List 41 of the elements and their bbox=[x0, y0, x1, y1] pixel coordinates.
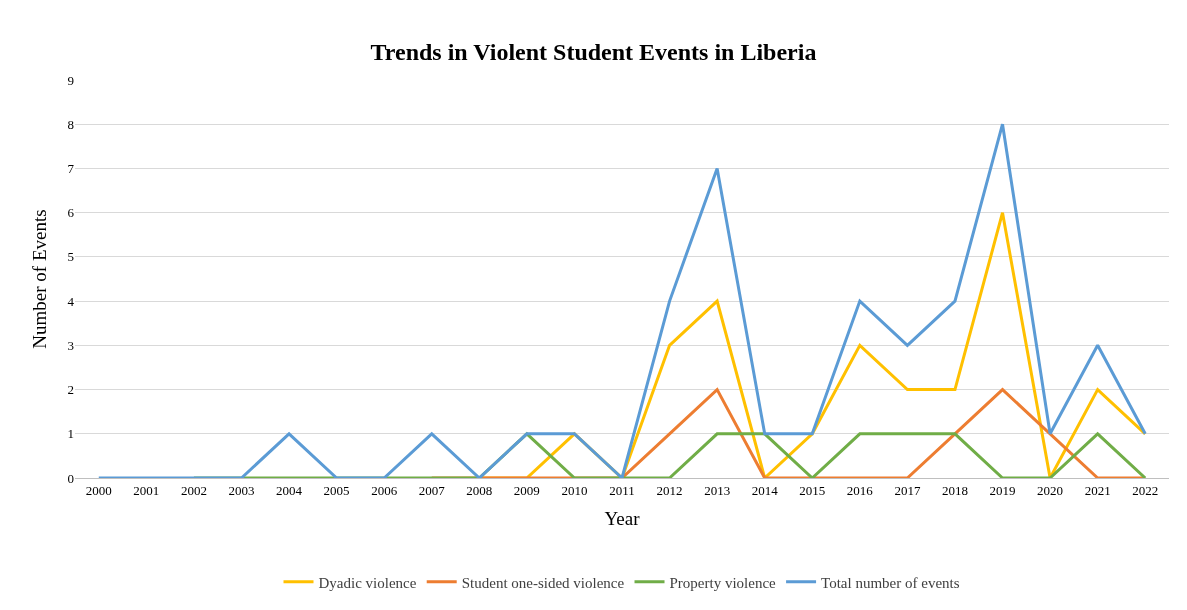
legend-label: Total number of events bbox=[821, 574, 960, 591]
x-tick-label: 2020 bbox=[1037, 482, 1064, 498]
x-tick-label: 2009 bbox=[513, 482, 540, 498]
x-tick-label: 2016 bbox=[846, 482, 874, 498]
x-tick-label: 2010 bbox=[561, 482, 588, 498]
x-axis-title: Year bbox=[604, 508, 641, 530]
x-tick-label: 2011 bbox=[609, 482, 635, 498]
y-tick-label: 9 bbox=[67, 72, 74, 88]
x-tick-label: 2004 bbox=[276, 482, 303, 498]
y-tick-label: 7 bbox=[67, 160, 75, 176]
y-tick-label: 5 bbox=[67, 249, 74, 265]
y-tick-label: 1 bbox=[67, 426, 74, 442]
x-tick-label: 2008 bbox=[466, 482, 493, 498]
x-tick-label: 2014 bbox=[751, 482, 779, 498]
x-tick-label: 2017 bbox=[894, 482, 921, 498]
x-tick-label: 2005 bbox=[323, 482, 350, 498]
x-tick-label: 2012 bbox=[656, 482, 683, 498]
y-tick-label: 2 bbox=[67, 382, 74, 398]
x-tick-label: 2007 bbox=[418, 482, 446, 498]
x-tick-label: 2019 bbox=[989, 482, 1016, 498]
x-tick-label: 2000 bbox=[85, 482, 112, 498]
legend-label: Dyadic violence bbox=[318, 574, 417, 591]
x-tick-label: 2015 bbox=[799, 482, 826, 498]
y-tick-label: 8 bbox=[67, 116, 74, 132]
x-tick-label: 2021 bbox=[1084, 482, 1111, 498]
x-tick-label: 2001 bbox=[133, 482, 160, 498]
y-tick-label: 6 bbox=[67, 205, 75, 221]
legend-label: Student one-sided violence bbox=[461, 574, 625, 591]
x-tick-label: 2022 bbox=[1132, 482, 1159, 498]
y-tick-label: 0 bbox=[67, 470, 74, 486]
chart-title: Trends in Violent Student Events in Liberia bbox=[370, 38, 817, 65]
x-tick-label: 2018 bbox=[941, 482, 968, 498]
x-tick-label: 2013 bbox=[704, 482, 731, 498]
y-tick-label: 4 bbox=[67, 293, 75, 309]
x-tick-label: 2002 bbox=[180, 482, 207, 498]
line-series bbox=[97, 122, 1147, 478]
y-axis-title: Number of Events bbox=[29, 209, 51, 349]
x-tick-label: 2003 bbox=[228, 482, 255, 498]
legend-label: Property violence bbox=[669, 574, 777, 591]
x-tick-label: 2006 bbox=[371, 482, 398, 498]
y-tick-label: 3 bbox=[67, 337, 74, 353]
